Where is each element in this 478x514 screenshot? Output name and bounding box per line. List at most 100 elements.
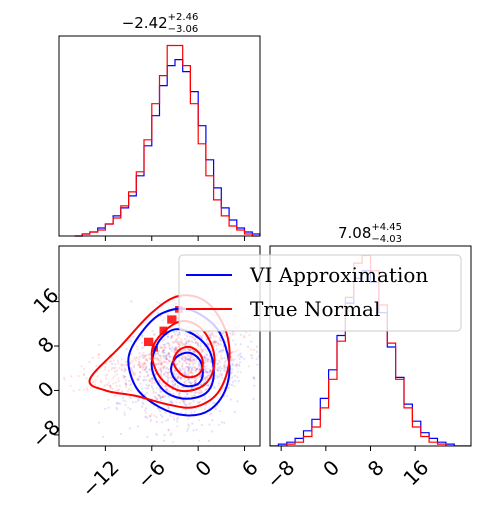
joint-scatter-point [181,368,184,371]
joint-scatter-point [166,336,169,339]
joint-scatter-point [148,353,151,356]
joint-scatter-point [178,357,181,360]
joint-scatter-point [193,377,197,380]
joint-scatter-point [238,357,241,360]
marginal-x-frame [58,35,261,237]
joint-scatter-point [179,344,182,347]
joint-scatter-point [107,381,110,384]
joint-scatter-point [218,382,221,385]
joint-scatter-point [122,399,125,402]
joint-scatter-point [107,369,110,372]
joint-scatter-point [174,340,177,343]
joint-scatter-point [181,356,184,359]
joint-scatter-point [167,373,170,376]
joint-scatter-point [207,358,210,361]
joint-scatter-point [224,359,227,362]
joint-scatter-point [216,376,219,379]
joint-scatter-point [179,341,183,345]
joint-scatter-point [167,342,170,345]
joint-scatter-point [136,356,139,359]
legend-label-true-normal: True Normal [250,297,380,321]
joint-scatter-point [118,366,121,370]
joint-scatter-point [223,365,226,368]
joint-scatter-point [125,385,128,389]
joint-scatter-point [119,402,122,405]
joint-scatter-point [180,357,183,360]
joint-scatter-point [157,408,160,411]
joint-scatter-point [174,302,177,305]
joint-scatter-point [122,374,125,377]
joint-scatter-point [142,379,145,382]
joint-scatter-point [191,341,194,344]
joint-scatter-point [204,369,208,372]
joint-scatter-point [154,396,157,399]
joint-scatter-point [125,383,128,386]
joint-scatter-point [173,347,176,350]
joint-scatter-point [214,408,218,411]
joint-scatter-point [243,336,246,339]
joint-scatter-point [190,386,193,390]
joint-scatter-point [187,358,190,361]
joint-scatter-point [141,334,144,337]
joint-scatter-point [142,354,145,357]
marginal-x-histogram-series-0 [74,59,261,237]
joint-scatter-point [189,356,192,359]
joint-scatter-point [144,367,147,370]
joint-scatter-point [220,373,223,376]
joint-scatter-point [172,392,175,395]
joint-scatter-point [216,363,219,366]
joint-scatter-point [109,385,112,388]
joint-scatter-point [167,371,171,374]
joint-scatter-point [106,384,109,387]
joint-scatter-point [129,340,132,343]
joint-scatter-point [162,367,165,370]
joint-scatter-point [158,358,161,361]
joint-scatter-point [205,350,208,353]
marginal-x-histogram-series-1 [74,44,260,237]
joint-scatter-point [203,362,206,365]
joint-scatter-point [158,394,161,397]
joint-scatter-point [188,380,191,383]
joint-scatter-point [200,391,204,394]
joint-scatter-point [159,388,162,391]
marginal-y-title-upper: +4.45 [371,222,402,233]
joint-scatter-point [199,391,202,394]
joint-scatter-point [178,368,181,371]
joint-scatter-point [184,403,187,406]
joint-scatter-point [163,317,166,320]
joint-scatter-point [245,331,248,334]
joint-scatter-point [113,395,116,398]
joint-scatter-point [123,375,126,378]
joint-scatter-point [236,370,239,373]
joint-scatter-point [143,362,146,365]
joint-scatter-point [172,415,175,418]
joint-scatter-point [151,377,154,380]
joint-scatter-point [137,357,140,361]
joint-scatter-point [173,348,176,352]
joint-scatter-point [167,368,171,371]
joint-scatter-point [190,369,193,372]
joint-scatter-point [82,367,86,370]
joint-scatter-point [130,369,134,372]
joint-scatter-point [115,389,118,392]
joint-scatter-point [193,410,196,413]
joint-scatter-point [222,364,225,367]
joint-scatter-point [195,331,199,334]
joint-scatter-point [129,382,132,385]
legend-label-vi: VI Approximation [249,263,428,287]
joint-scatter-point [140,387,143,390]
joint-scatter-point [190,394,193,397]
joint-scatter-point [132,371,136,374]
joint-scatter-point [113,367,116,370]
joint-scatter-point [133,364,136,367]
joint-scatter-point [133,373,136,377]
joint-scatter-point [201,398,204,401]
joint-scatter-point [136,425,139,428]
joint-scatter-point [217,350,220,353]
joint-scatter-point [123,364,126,367]
joint-scatter-point [148,356,151,359]
joint-scatter-point [116,389,120,392]
joint-scatter-point [124,382,127,385]
joint-scatter-point [178,361,181,364]
joint-scatter-point [203,369,206,372]
